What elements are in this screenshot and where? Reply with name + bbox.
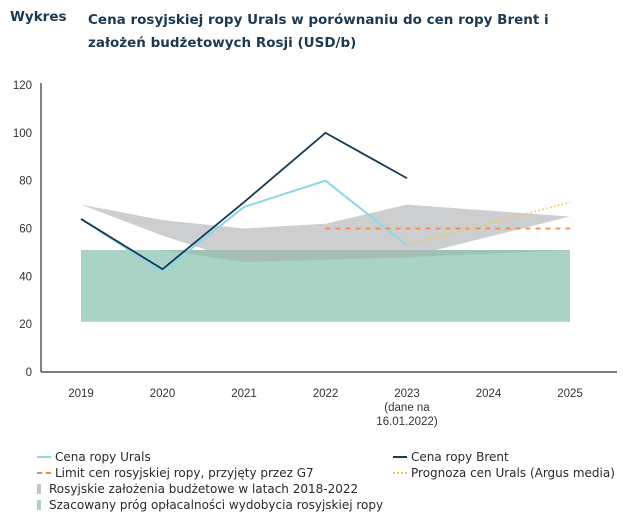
legend-swatch-breakeven bbox=[37, 500, 41, 510]
legend-item-limit: Limit cen rosyjskiej ropy, przyjęty prze… bbox=[37, 466, 314, 480]
legend-label-budget: Rosyjskie założenia budżetowe w latach 2… bbox=[49, 482, 359, 496]
bands-layer bbox=[81, 204, 570, 322]
series-line-urals bbox=[80, 179, 408, 273]
legend-swatch-forecast bbox=[393, 472, 407, 474]
legend-swatch-brent bbox=[393, 456, 407, 458]
y-tick-label: 0 bbox=[26, 367, 32, 379]
legend-swatch-urals bbox=[37, 456, 51, 458]
band-overlap bbox=[81, 250, 570, 262]
x-tick-label: (dane na bbox=[384, 402, 430, 414]
x-tick-label: 2019 bbox=[68, 388, 94, 400]
y-tick-label: 20 bbox=[19, 319, 32, 331]
x-tick-label: 2020 bbox=[150, 388, 176, 400]
y-tick-label: 80 bbox=[19, 176, 32, 188]
chart-label: Wykres bbox=[10, 9, 67, 25]
chart-title: Cena rosyjskiej ropy Urals w porównaniu … bbox=[88, 12, 549, 51]
legend-label-urals: Cena ropy Urals bbox=[55, 450, 151, 464]
series-line-brent bbox=[80, 131, 408, 271]
legend-label-limit: Limit cen rosyjskiej ropy, przyjęty prze… bbox=[55, 466, 314, 480]
legend-item-brent: Cena ropy Brent bbox=[393, 450, 509, 464]
y-tick-label: 100 bbox=[13, 128, 32, 140]
x-tick-label: 2022 bbox=[313, 388, 339, 400]
legend-item-urals: Cena ropy Urals bbox=[37, 450, 151, 464]
band-breakeven bbox=[81, 250, 570, 322]
x-tick-label: 16.01.2022) bbox=[376, 416, 438, 428]
band-budget bbox=[81, 204, 570, 262]
y-tick-label: 40 bbox=[19, 271, 32, 283]
series-line-forecast bbox=[406, 201, 571, 247]
chart-plot: 0 20 40 60 80 100 120 2019 2020 2021 2022 2023 (dane… bbox=[13, 80, 617, 428]
legend-label-forecast: Prognoza cen Urals (Argus media) bbox=[411, 466, 615, 480]
y-tick-label: 60 bbox=[19, 224, 32, 236]
legend-label-breakeven: Szacowany próg opłacalności wydobycia ro… bbox=[49, 498, 384, 512]
legend-swatch-budget bbox=[37, 484, 41, 494]
lines-layer bbox=[80, 131, 571, 273]
legend-label-brent: Cena ropy Brent bbox=[411, 450, 509, 464]
legend-swatch-limit bbox=[37, 472, 51, 474]
x-tick-label: 2021 bbox=[231, 388, 257, 400]
legend-item-breakeven: Szacowany próg opłacalności wydobycia ro… bbox=[37, 498, 383, 512]
axes-layer: 0 20 40 60 80 100 120 2019 2020 2021 2022 2023 (dane… bbox=[13, 80, 617, 428]
y-tick-label: 120 bbox=[13, 80, 32, 92]
legend-item-forecast: Prognoza cen Urals (Argus media) bbox=[393, 466, 615, 480]
x-tick-label: 2024 bbox=[476, 388, 502, 400]
x-tick-label: 2023 bbox=[394, 388, 420, 400]
legend-item-budget: Rosyjskie założenia budżetowe w latach 2… bbox=[37, 482, 358, 496]
x-tick-label: 2025 bbox=[557, 388, 583, 400]
